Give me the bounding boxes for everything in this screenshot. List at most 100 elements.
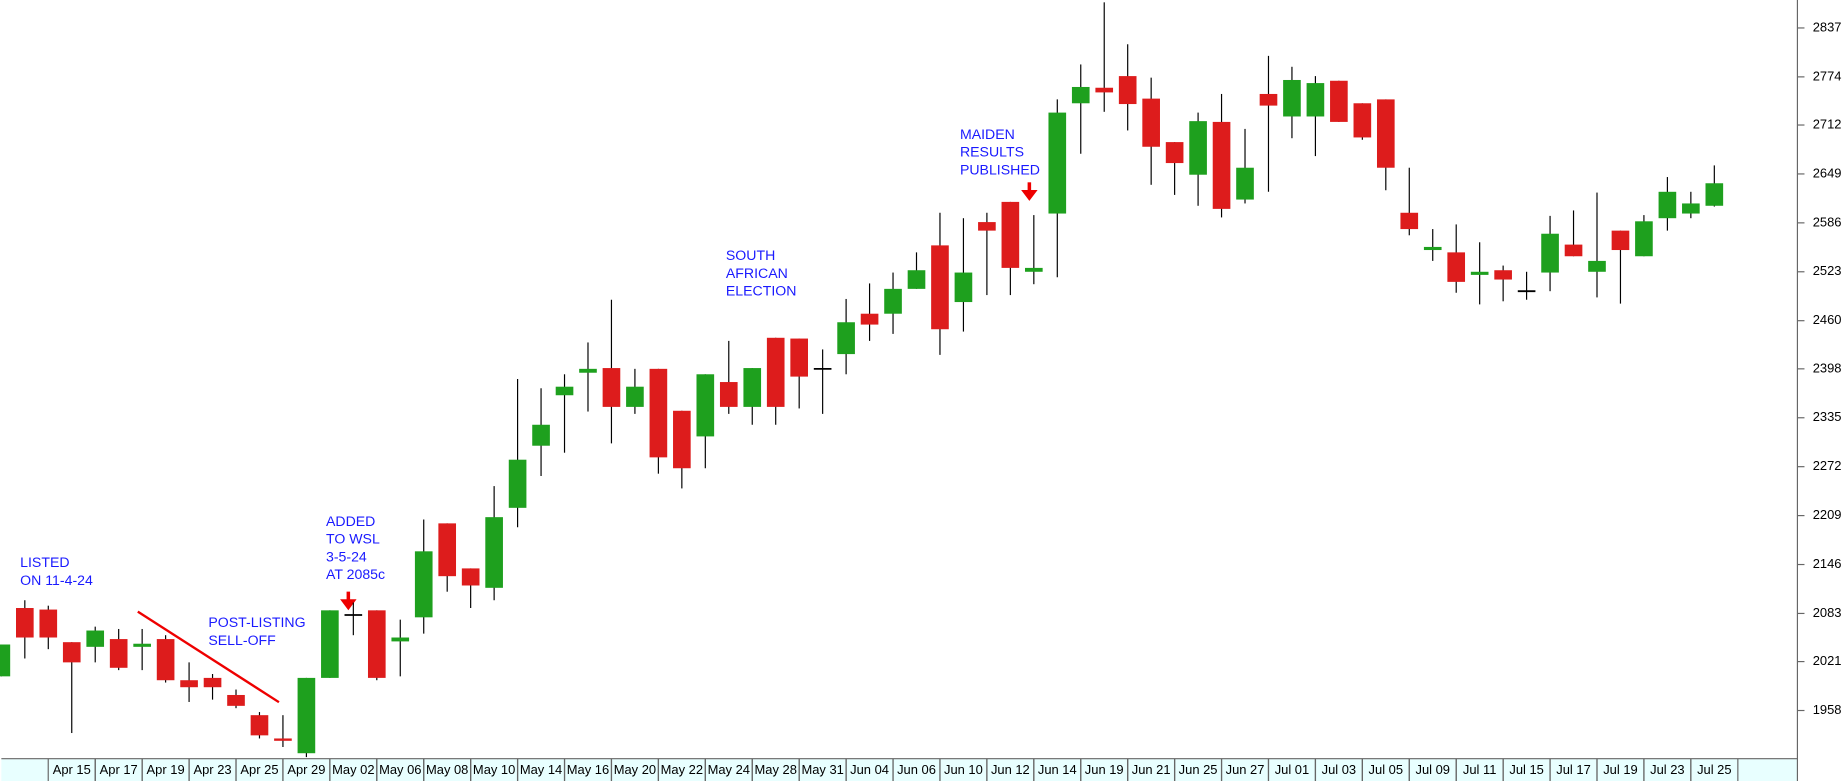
candle-body (1423, 246, 1442, 251)
x-tick-label: Apr 15 (53, 762, 91, 777)
candle-body (884, 288, 902, 314)
candle-body (1658, 191, 1677, 219)
trend-line (137, 610, 280, 704)
x-tick-label: Apr 23 (194, 762, 232, 777)
x-tick-label: Jun 10 (944, 762, 983, 777)
y-tick-label: 2209 (1813, 507, 1842, 522)
y-tick-label: 2460 (1813, 312, 1842, 327)
x-tick-label: May 20 (614, 762, 656, 777)
x-tick-label: Jun 06 (897, 762, 936, 777)
x-tick-label: May 08 (426, 762, 468, 777)
y-tick-label: 1958 (1813, 702, 1842, 717)
candle-body (227, 694, 245, 706)
candle-body (180, 680, 198, 688)
y-tick-label: 2586 (1813, 214, 1842, 229)
candle-body (1635, 221, 1653, 257)
candle-body (414, 551, 433, 618)
candle-body (1494, 270, 1512, 280)
annotation: AT 2085c (326, 566, 385, 582)
candle-body (626, 386, 644, 407)
candle-body (1564, 244, 1583, 257)
annotation: ELECTION (726, 282, 797, 298)
x-tick-label: May 16 (567, 762, 609, 777)
y-tick-label: 2335 (1813, 409, 1842, 424)
candle-body (1447, 252, 1466, 282)
candle-body (1118, 76, 1137, 105)
candle-body (579, 368, 597, 373)
arrow (1021, 182, 1038, 201)
x-tick-label: Jun 12 (991, 762, 1030, 777)
candle-body (321, 610, 339, 678)
candle-body (39, 609, 58, 638)
candle-body (790, 338, 808, 377)
arrow (340, 591, 357, 611)
candle-body (86, 630, 105, 647)
candle-body (1025, 267, 1043, 272)
y-tick-label: 2712 (1813, 116, 1842, 131)
candle-body (1283, 79, 1301, 117)
candle-body (250, 715, 269, 736)
y-tick-label: 2083 (1813, 605, 1842, 620)
candle-body (15, 608, 34, 638)
candle-body (367, 610, 386, 678)
candle-body (203, 677, 222, 688)
candle-body (719, 382, 738, 407)
annotation: SELL-OFF (208, 632, 276, 648)
candle-body (1541, 233, 1559, 273)
candle-body (438, 523, 457, 577)
x-tick-label: Jul 15 (1509, 762, 1543, 777)
x-tick-label: May 22 (661, 762, 703, 777)
candle-body (743, 368, 762, 407)
x-tick-label: Jul 19 (1603, 762, 1637, 777)
candle-body (978, 222, 996, 231)
candle-body (1376, 99, 1395, 168)
x-tick-label: Jun 04 (850, 762, 889, 777)
candle-body (1095, 87, 1114, 93)
x-axis-band (1, 758, 1798, 781)
x-tick-label: Apr 17 (100, 762, 138, 777)
y-tick-label: 2398 (1813, 360, 1842, 375)
y-tick-label: 2774 (1813, 68, 1842, 83)
x-tick-label: Jul 09 (1415, 762, 1449, 777)
candle-body (1470, 271, 1489, 275)
annotation: SOUTH (726, 247, 775, 263)
candle-body (62, 642, 81, 663)
candle-body (1705, 183, 1724, 206)
candle-body (485, 517, 503, 588)
candle-body (837, 322, 855, 355)
y-tick-label: 2523 (1813, 263, 1842, 278)
x-tick-label: Jul 23 (1650, 762, 1684, 777)
annotation: ADDED (326, 513, 375, 529)
candle-body (0, 644, 11, 677)
candle-body (1001, 201, 1020, 268)
annotation: PUBLISHED (960, 161, 1040, 177)
candle-body (1189, 121, 1207, 175)
candle-body (532, 424, 550, 446)
candle-body (1165, 142, 1184, 164)
candle-body (931, 245, 949, 330)
x-tick-label: Jul 25 (1697, 762, 1731, 777)
x-tick-label: Jun 27 (1226, 762, 1265, 777)
candle-body (109, 639, 128, 668)
y-tick-label: 2649 (1813, 165, 1842, 180)
x-tick-label: Jul 05 (1369, 762, 1403, 777)
candle-body (1588, 260, 1606, 272)
x-tick-label: May 28 (755, 762, 797, 777)
candle-body (860, 313, 879, 325)
annotation: AFRICAN (726, 265, 788, 281)
annotation: 3-5-24 (326, 548, 367, 564)
candle-body (1212, 121, 1231, 209)
x-tick-label: Jul 11 (1463, 762, 1497, 777)
annotation: LISTED (20, 554, 69, 570)
y-tick-label: 2837 (1813, 19, 1842, 34)
x-tick-label: Jun 14 (1038, 762, 1077, 777)
y-tick-label: 2021 (1813, 653, 1842, 668)
x-tick-label: May 06 (379, 762, 421, 777)
x-tick-label: Apr 19 (147, 762, 185, 777)
candle-body (508, 459, 527, 508)
annotation: RESULTS (960, 144, 1024, 160)
x-tick-label: May 02 (332, 762, 374, 777)
candle-body (555, 386, 574, 396)
